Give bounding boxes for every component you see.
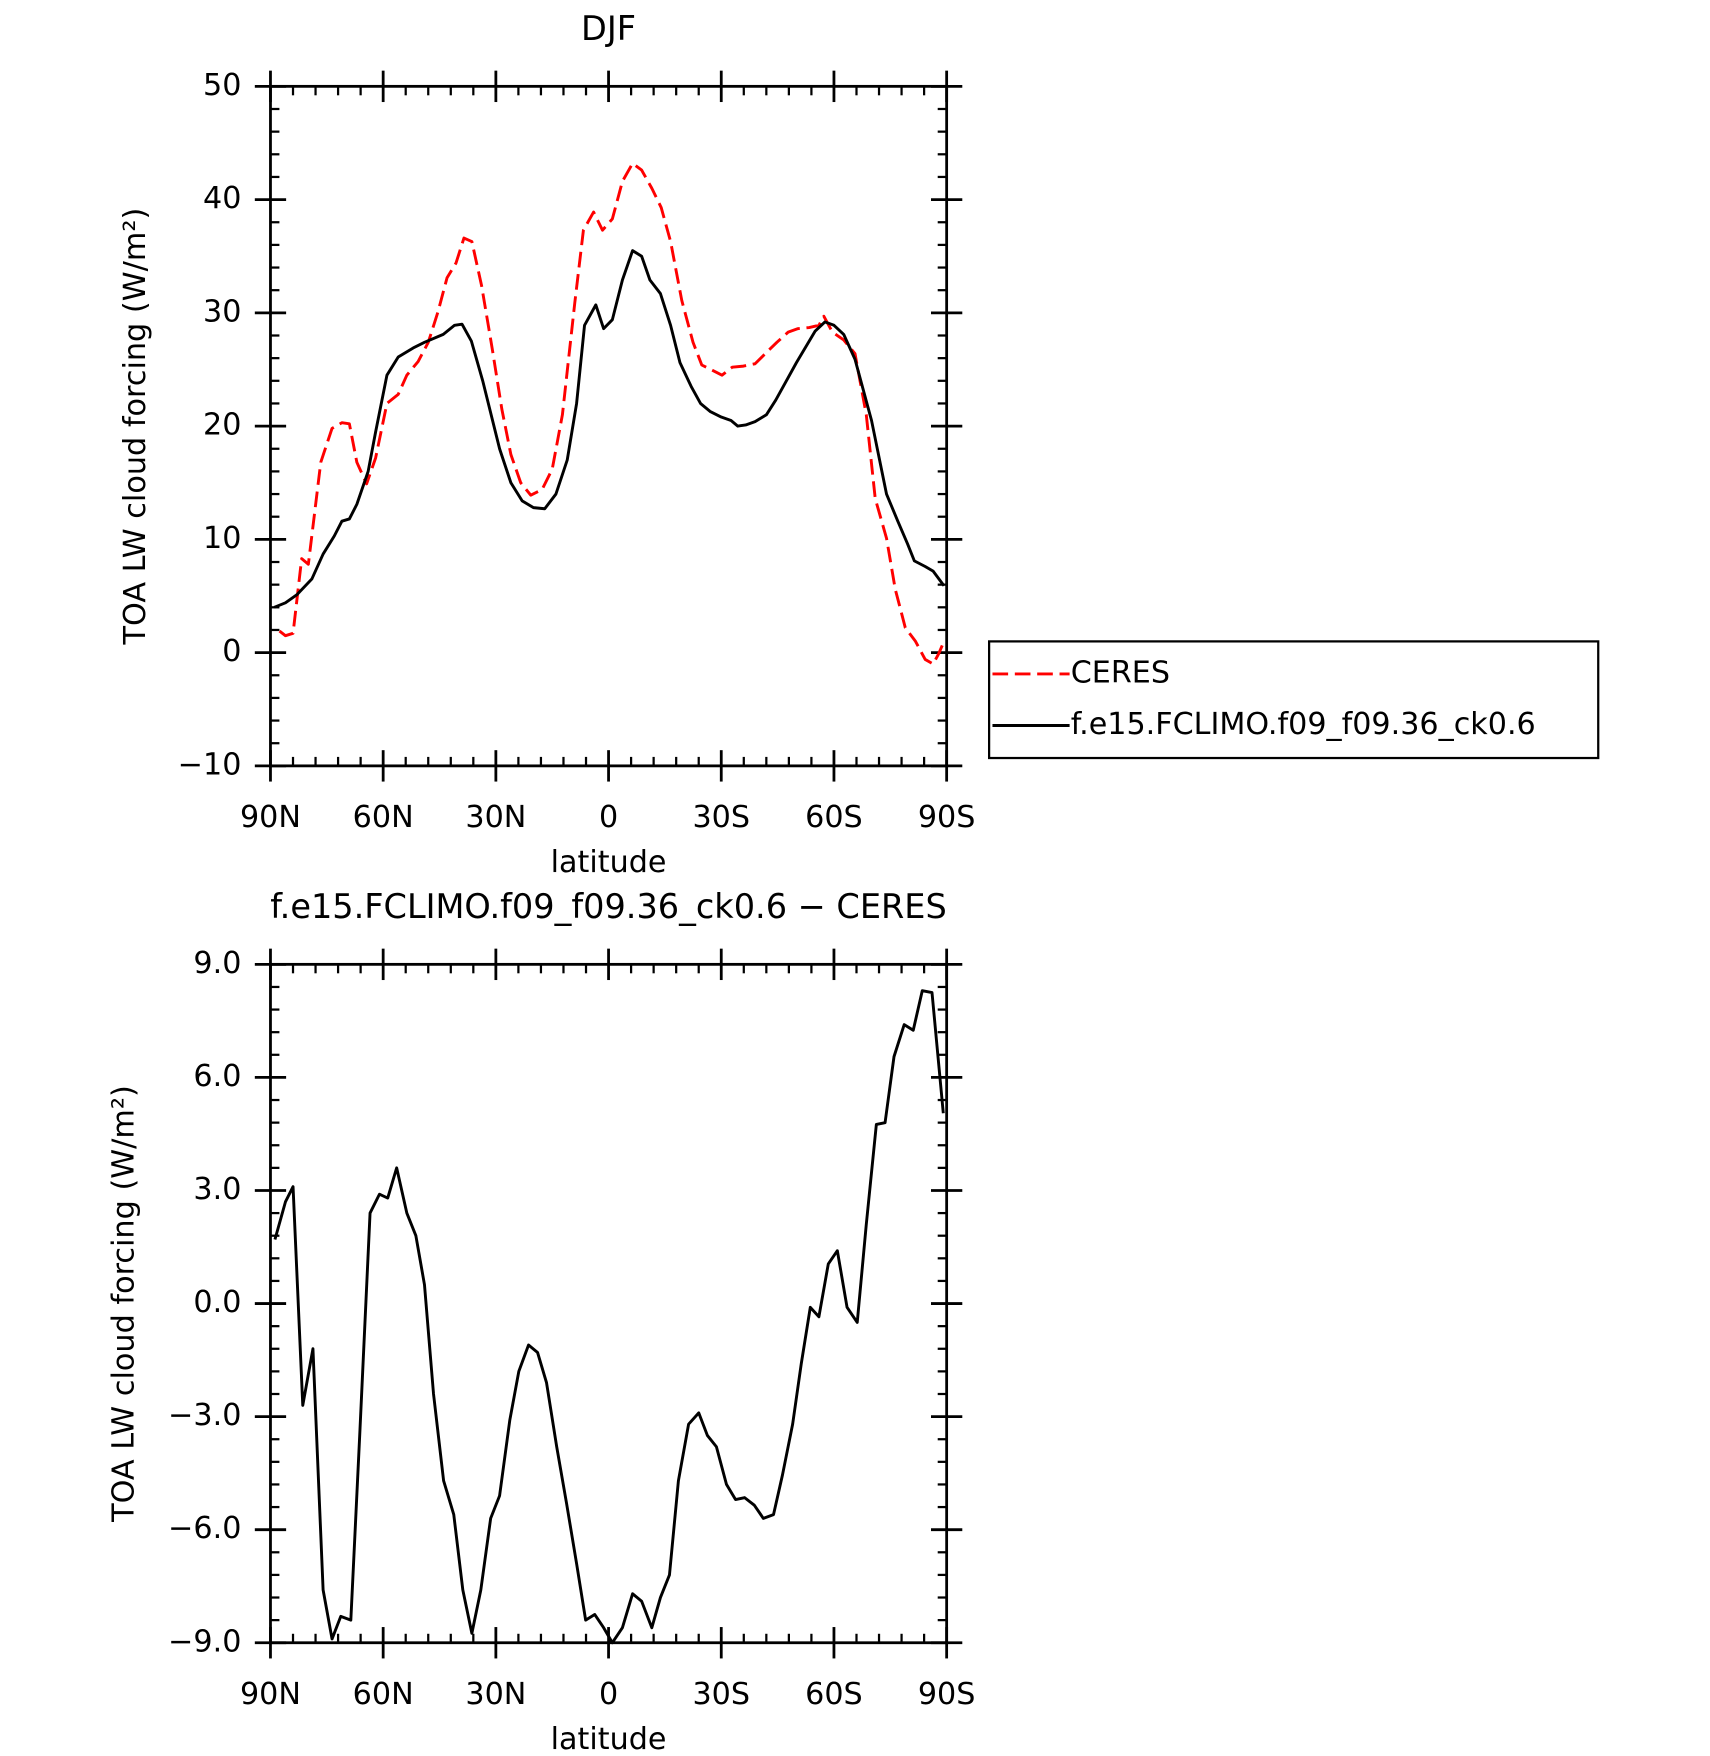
- legend-label: f.e15.FCLIMO.f09_f09.36_ck0.6: [1071, 707, 1536, 742]
- y-tick-label: −9.0: [168, 1624, 241, 1659]
- x-tick-label: 90N: [240, 800, 301, 835]
- y-tick-label: 3.0: [193, 1172, 241, 1207]
- plot-frame: [269, 962, 949, 1645]
- x-tick-label: 30S: [692, 800, 750, 835]
- legend-box: [988, 640, 1600, 760]
- y-tick-label: −3.0: [168, 1398, 241, 1433]
- data-line: [273, 989, 945, 1645]
- x-tick-label: 0: [599, 800, 618, 835]
- x-tick-label: 90S: [918, 1677, 976, 1712]
- y-axis-label: TOA LW cloud forcing (W/m²): [107, 1085, 142, 1523]
- x-tick-label: 60N: [353, 1677, 414, 1712]
- x-axis-label: latitude: [551, 1722, 667, 1756]
- data-line: [273, 249, 946, 609]
- x-axis-label: latitude: [551, 845, 667, 880]
- x-tick-label: 30N: [465, 1677, 526, 1712]
- y-tick-label: 9.0: [193, 946, 241, 981]
- legend-label: CERES: [1071, 655, 1170, 690]
- y-tick-label: 20: [203, 408, 241, 443]
- x-tick-label: 30N: [465, 800, 526, 835]
- x-tick-label: 30S: [692, 1677, 750, 1712]
- x-tick-label: 60S: [805, 1677, 863, 1712]
- y-tick-label: −6.0: [168, 1511, 241, 1546]
- plot-frame: [269, 84, 949, 768]
- y-tick-label: 0.0: [193, 1285, 241, 1320]
- y-tick-label: 6.0: [193, 1059, 241, 1094]
- y-tick-label: 10: [203, 521, 241, 556]
- y-tick-label: 40: [203, 181, 241, 216]
- data-line: [278, 161, 946, 666]
- y-axis-label: TOA LW cloud forcing (W/m²): [118, 208, 153, 646]
- x-tick-label: 90N: [240, 1677, 301, 1712]
- chart-title: DJF: [581, 9, 636, 48]
- y-tick-label: −10: [178, 747, 242, 782]
- chart-title: f.e15.FCLIMO.f09_f09.36_ck0.6 − CERES: [270, 887, 946, 926]
- y-tick-label: 0: [222, 634, 241, 669]
- y-tick-label: 50: [203, 68, 241, 103]
- y-tick-label: 30: [203, 294, 241, 329]
- x-tick-label: 60S: [805, 800, 863, 835]
- x-tick-label: 0: [599, 1677, 618, 1712]
- x-tick-label: 60N: [353, 800, 414, 835]
- x-tick-label: 90S: [918, 800, 976, 835]
